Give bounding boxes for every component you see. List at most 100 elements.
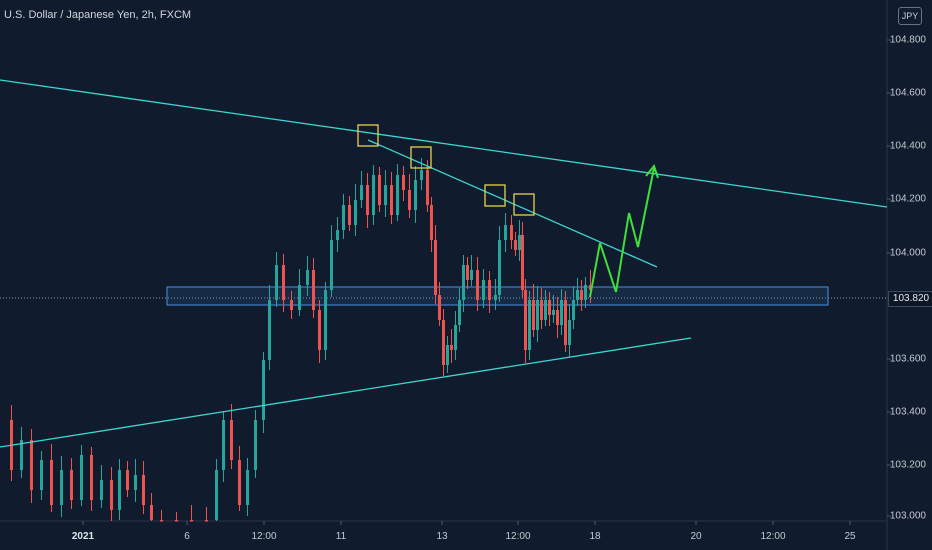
- candle-body: [580, 290, 583, 300]
- candle-body: [134, 475, 137, 490]
- candle-body: [238, 460, 241, 505]
- candle-body: [482, 280, 485, 300]
- pivot-marker-box: [484, 184, 506, 207]
- pivot-marker-box: [357, 124, 379, 147]
- candle-body: [504, 225, 507, 240]
- candle-body: [366, 185, 369, 215]
- candle-body: [118, 470, 121, 510]
- candle-body: [524, 290, 527, 350]
- candle-body: [40, 460, 43, 490]
- candle-body: [494, 295, 497, 300]
- candle-body: [434, 240, 437, 295]
- candle-body: [150, 505, 153, 520]
- price-label: 103.400: [889, 406, 926, 418]
- candle-body: [190, 520, 193, 522]
- candle-body: [215, 470, 218, 520]
- candle-body: [540, 300, 543, 320]
- candle-body: [268, 300, 271, 360]
- price-label: 103.200: [889, 459, 926, 471]
- candle-body: [262, 360, 265, 420]
- candle-body: [552, 310, 555, 315]
- candle-body: [384, 185, 387, 205]
- currency-badge[interactable]: JPY: [898, 7, 922, 25]
- candle-body: [110, 480, 113, 510]
- candle-body: [360, 185, 363, 200]
- candle-body: [318, 310, 321, 350]
- time-label: 11: [335, 531, 347, 542]
- candle-body: [568, 320, 571, 345]
- candle-body: [205, 520, 208, 522]
- candle-body: [426, 170, 429, 205]
- candle-body: [275, 265, 278, 300]
- candle-body: [442, 320, 445, 365]
- price-label: 104.400: [889, 140, 926, 152]
- time-label: 2021: [71, 531, 95, 542]
- projection-path: [589, 167, 655, 298]
- candle-body: [372, 175, 375, 215]
- candle-body: [458, 300, 461, 325]
- candle-body: [470, 270, 473, 280]
- candle-body: [584, 285, 587, 300]
- price-label: 104.800: [889, 34, 926, 46]
- candle-body: [342, 205, 345, 230]
- candle-body: [414, 180, 417, 210]
- candle-body: [378, 175, 381, 205]
- candle-body: [160, 520, 163, 522]
- candle-body: [246, 470, 249, 505]
- candle-body: [230, 420, 233, 460]
- resistance-trendline: [0, 79, 888, 208]
- candle-body: [298, 285, 301, 310]
- candle-body: [330, 240, 333, 290]
- candle-body: [222, 420, 225, 470]
- time-label: 13: [436, 531, 448, 542]
- candle-body: [521, 235, 524, 290]
- time-label: 12:00: [760, 531, 786, 542]
- candle-body: [80, 455, 83, 500]
- price-label: 104.200: [889, 193, 926, 205]
- candle-body: [290, 300, 293, 310]
- price-label: 104.000: [889, 247, 926, 259]
- candle-body: [70, 470, 73, 500]
- candle-body: [462, 265, 465, 300]
- candle-body: [528, 300, 531, 350]
- time-label: 20: [690, 531, 702, 542]
- candle-body: [450, 345, 453, 350]
- price-label: 104.600: [889, 87, 926, 99]
- pivot-marker-box: [513, 193, 535, 216]
- candle-body: [498, 240, 501, 295]
- candle-body: [544, 300, 547, 320]
- candle-body: [466, 265, 469, 280]
- support-zone: [166, 286, 829, 306]
- candle-body: [282, 265, 285, 300]
- time-label: 25: [844, 531, 856, 542]
- candle-body: [572, 300, 575, 320]
- pivot-marker-box: [410, 146, 432, 169]
- candle-body: [510, 225, 513, 240]
- candle-body: [402, 175, 405, 190]
- support-trendline: [0, 337, 692, 448]
- candle-body: [390, 185, 393, 215]
- candle-body: [560, 300, 563, 325]
- candle-body: [408, 190, 411, 210]
- time-label: 12:00: [251, 531, 277, 542]
- candle-body: [20, 440, 23, 470]
- candle-body: [100, 480, 103, 500]
- price-label: 103.000: [889, 510, 926, 522]
- candle-body: [348, 205, 351, 225]
- descending-trendline: [367, 139, 658, 268]
- candle-body: [50, 460, 53, 505]
- candle-body: [306, 270, 309, 285]
- time-label: 6: [184, 531, 190, 542]
- candle-body: [175, 520, 178, 522]
- candle-body: [488, 280, 491, 300]
- candle-body: [396, 175, 399, 215]
- candle-body: [536, 300, 539, 330]
- candle-body: [564, 300, 567, 345]
- candle-body: [532, 300, 535, 330]
- plot-area: [0, 0, 887, 521]
- candle-body: [354, 200, 357, 225]
- candle-body: [556, 310, 559, 325]
- price-label: 103.600: [889, 353, 926, 365]
